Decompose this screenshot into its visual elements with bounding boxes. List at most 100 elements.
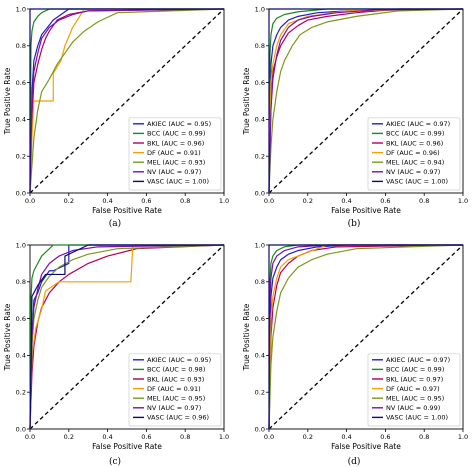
legend-entry: BKL (AUC = 0.93) xyxy=(147,375,204,383)
x-tick-label: 1.0 xyxy=(219,197,229,205)
legend-entry: BKL (AUC = 0.97) xyxy=(386,375,443,383)
y-tick-label: 0.6 xyxy=(16,315,26,323)
x-tick-label: 0.2 xyxy=(64,433,74,441)
x-tick-label: 0.8 xyxy=(419,433,429,441)
y-tick-label: 0.8 xyxy=(16,42,26,50)
x-tick-label: 0.2 xyxy=(303,197,313,205)
x-tick-label: 0.8 xyxy=(419,197,429,205)
chance-diagonal-line xyxy=(268,244,464,430)
y-tick-label: 0.4 xyxy=(16,352,26,360)
y-tick-label: 0.8 xyxy=(255,278,265,286)
x-tick-label: 1.0 xyxy=(219,433,229,441)
roc-curve-nv xyxy=(29,8,225,194)
roc-curve-df xyxy=(268,244,463,430)
y-tick-label: 1.0 xyxy=(16,241,26,249)
roc-curve-bcc xyxy=(268,8,463,194)
roc-curve-vasc xyxy=(29,244,224,430)
x-axis-label: False Positive Rate xyxy=(331,442,401,451)
legend: AKIEC (AUC = 0.97) BCC (AUC = 0.99)BKL (A… xyxy=(367,117,461,191)
legend-entry: AKIEC (AUC = 0.95) xyxy=(147,120,211,128)
x-tick-label: 0.4 xyxy=(102,433,112,441)
legend-entry: MEL (AUC = 0.94) xyxy=(386,159,444,167)
y-tick-label: 0.2 xyxy=(16,153,26,161)
legend-entry: BCC (AUC = 0.99) xyxy=(386,130,444,138)
roc-curve-mel xyxy=(29,8,225,194)
legend-entry: NV (AUC = 0.97) xyxy=(147,404,201,412)
y-tick-label: 0.2 xyxy=(255,389,265,397)
roc-curve-nv xyxy=(29,244,225,430)
x-axis-label: False Positive Rate xyxy=(331,206,401,215)
y-tick-label: 0.6 xyxy=(16,79,26,87)
roc-curve-mel xyxy=(29,244,225,430)
y-tick-label: 0.4 xyxy=(255,116,265,124)
x-tick-label: 0.6 xyxy=(141,433,151,441)
roc-curve-mel xyxy=(268,244,464,430)
x-tick-label: 0.4 xyxy=(102,197,112,205)
x-axis-label: False Positive Rate xyxy=(92,206,162,215)
roc-curve-mel xyxy=(268,8,464,194)
legend-entry: NV (AUC = 0.97) xyxy=(386,168,440,176)
legend-box xyxy=(128,353,222,427)
panel-caption: (d) xyxy=(348,456,361,467)
x-tick-label: 0.2 xyxy=(303,433,313,441)
legend-entry: DF (AUC = 0.91) xyxy=(147,385,201,393)
x-tick-label: 0.4 xyxy=(341,197,351,205)
legend-entry: VASC (AUC = 0.96) xyxy=(147,414,209,422)
panel-caption: (b) xyxy=(348,218,361,229)
legend-entry: MEL (AUC = 0.95) xyxy=(386,395,444,403)
x-tick-label: 0.4 xyxy=(341,433,351,441)
y-tick-label: 0.8 xyxy=(255,42,265,50)
y-tick-label: 1.0 xyxy=(255,241,265,249)
x-tick-label: 0.6 xyxy=(141,197,151,205)
legend-entry: BCC (AUC = 0.99) xyxy=(147,130,205,138)
roc-curve-bcc xyxy=(29,8,224,194)
roc-curve-df xyxy=(29,244,224,430)
roc-panel-c: 0.0 0.2 0.4 0.6 0.8 1.0 0.0 0.2 0.4 0.6 0.8 1.0 Fals… xyxy=(3,241,229,467)
legend-box xyxy=(367,117,461,191)
x-tick-label: 0.8 xyxy=(180,197,190,205)
y-tick-label: 1.0 xyxy=(255,5,265,13)
roc-curve-vasc xyxy=(29,8,224,193)
x-tick-label: 0.2 xyxy=(64,197,74,205)
x-tick-label: 1.0 xyxy=(458,433,468,441)
chance-diagonal-line xyxy=(29,8,225,194)
legend-entry: BCC (AUC = 0.99) xyxy=(386,366,444,374)
y-axis-label: True Positive Rate xyxy=(3,303,12,371)
legend-entry: MEL (AUC = 0.95) xyxy=(147,395,205,403)
legend-entry: VASC (AUC = 1.00) xyxy=(386,178,448,186)
roc-curve-df xyxy=(29,8,224,194)
y-tick-label: 0.0 xyxy=(255,189,265,197)
y-tick-label: 1.0 xyxy=(16,5,26,13)
legend-entry: AKIEC (AUC = 0.95) xyxy=(147,356,211,364)
roc-curve-akiec xyxy=(268,244,463,430)
legend-entry: BCC (AUC = 0.98) xyxy=(147,366,205,374)
x-tick-label: 1.0 xyxy=(458,197,468,205)
x-axis-label: False Positive Rate xyxy=(92,442,162,451)
legend-entry: AKIEC (AUC = 0.97) xyxy=(386,356,450,364)
roc-curve-bkl xyxy=(268,244,464,430)
legend-entry: MEL (AUC = 0.93) xyxy=(147,159,205,167)
roc-curve-bcc xyxy=(29,244,224,430)
y-tick-label: 0.2 xyxy=(255,153,265,161)
roc-curve-vasc xyxy=(268,244,463,429)
roc-panel-b: 0.0 0.2 0.4 0.6 0.8 1.0 0.0 0.2 0.4 0.6 0.8 1.0 Fals… xyxy=(242,5,468,229)
y-tick-label: 0.0 xyxy=(16,425,26,433)
y-tick-label: 0.0 xyxy=(255,425,265,433)
legend-entry: DF (AUC = 0.91) xyxy=(147,149,201,157)
x-tick-label: 0.8 xyxy=(180,433,190,441)
x-tick-label: 0.0 xyxy=(25,197,35,205)
y-axis-label: True Positive Rate xyxy=(242,303,251,371)
roc-curve-nv xyxy=(268,8,464,194)
legend: AKIEC (AUC = 0.97) BCC (AUC = 0.99)BKL (A… xyxy=(367,353,461,427)
roc-panel-a: 0.0 0.2 0.4 0.6 0.8 1.0 0.0 0.2 0.4 0.6 0.8 1.0 Fals… xyxy=(3,5,229,229)
roc-curve-vasc xyxy=(268,8,463,193)
x-tick-label: 0.0 xyxy=(264,433,274,441)
roc-curve-nv xyxy=(268,244,463,430)
roc-curve-akiec xyxy=(268,8,464,194)
legend: AKIEC (AUC = 0.95) BCC (AUC = 0.98)BKL (A… xyxy=(128,353,222,427)
y-tick-label: 0.4 xyxy=(255,352,265,360)
panel-caption: (c) xyxy=(109,456,121,467)
x-tick-label: 0.0 xyxy=(264,197,274,205)
x-tick-label: 0.6 xyxy=(380,433,390,441)
